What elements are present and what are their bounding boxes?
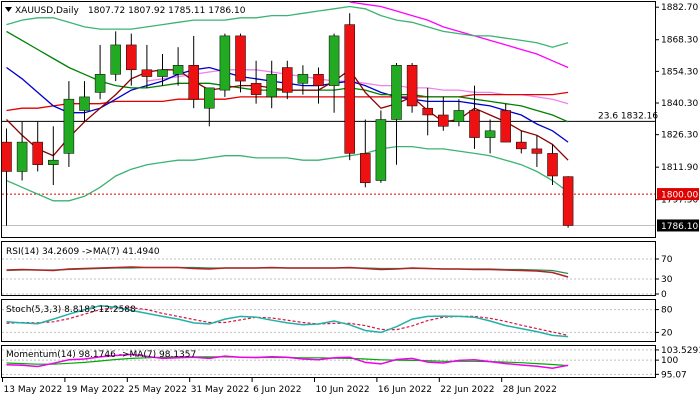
indicator-tick-label: 80 — [661, 306, 673, 316]
candle-body — [313, 74, 324, 86]
indicator-tick-label: 100 — [661, 356, 678, 366]
rsi-header-label: RSI(14) 34.2609 ->MA(7) 41.4940 — [6, 247, 160, 257]
candle-body — [172, 65, 184, 75]
candle-body — [79, 96, 90, 111]
candle-body — [282, 67, 293, 93]
rsi-panel: 70 30 0 — [2, 255, 673, 300]
candle-body — [266, 74, 277, 98]
indicator-tick-label: 0 — [661, 290, 667, 300]
x-tick-label: 31 May 2022 — [191, 385, 250, 395]
current-price-tag — [657, 219, 699, 232]
price-tick-label: 1868.30 — [661, 36, 698, 46]
ohlc-readout: 1807.72 1807.92 1785.11 1786.10 — [88, 6, 246, 16]
candle-body — [94, 74, 106, 93]
candle-body — [63, 98, 75, 154]
candle-body — [438, 114, 449, 127]
x-tick-label: 16 Jun 2022 — [378, 385, 432, 395]
x-axis: 13 May 2022 19 May 2022 25 May 2022 31 May … — [2, 378, 557, 395]
candle-body — [32, 141, 43, 165]
marker-price-tag — [657, 188, 699, 201]
candle-body — [48, 159, 59, 165]
candle-body — [297, 74, 309, 84]
candle-body — [141, 69, 153, 77]
indicator-tick-label: 30 — [661, 275, 673, 285]
momentum-panel-frame — [1, 345, 656, 378]
candle-body — [328, 35, 340, 86]
stoch-k-line — [6, 305, 569, 338]
price-tick-label: 1882.70 — [661, 3, 698, 13]
candle-body — [531, 148, 543, 154]
x-tick-label: 28 Jun 2022 — [503, 385, 557, 395]
overlay-line — [6, 145, 569, 202]
rsi-line — [6, 266, 569, 278]
indicator-tick-label: 95.07 — [661, 370, 687, 380]
candle-body — [344, 24, 355, 154]
x-tick-label: 13 May 2022 — [4, 385, 63, 395]
candle-body — [422, 107, 433, 116]
candle-body — [516, 141, 527, 150]
candle-body — [110, 44, 121, 75]
candle-body — [219, 35, 231, 91]
candle-body — [360, 153, 371, 184]
overlay-line — [6, 5, 569, 48]
price-tick-label: 1811.90 — [661, 163, 698, 173]
price-tick-label: 1797.50 — [661, 196, 698, 206]
price-tick-label: 1854.30 — [661, 67, 698, 77]
indicator-tick-label: 70 — [661, 255, 673, 265]
candle-body — [500, 110, 511, 143]
candle-body — [126, 44, 137, 71]
candle-body — [250, 83, 262, 95]
momentum-line — [6, 353, 569, 369]
marker-price-label: 1800.00 — [661, 191, 698, 201]
x-tick-label: 22 Jun 2022 — [440, 385, 494, 395]
symbol-label: XAUUSD,Daily — [15, 6, 79, 16]
candle-body — [406, 65, 418, 107]
fib-level-label: 23.6 1832.16 — [598, 111, 658, 121]
candle-body — [1, 141, 12, 172]
price-tick-label: 1826.30 — [661, 131, 698, 141]
indicator-tick-label: 103.5291 — [661, 346, 700, 356]
candle-body — [375, 119, 387, 181]
candle-body — [204, 87, 215, 109]
stoch-panel: 80 20 — [2, 305, 673, 338]
dropdown-triangle-icon[interactable] — [5, 7, 12, 12]
candle-body — [391, 65, 402, 120]
stoch-header-label: Stoch(5,3,3) 8.8183 12.2588 — [6, 305, 136, 315]
x-tick-label: 10 Jun 2022 — [316, 385, 370, 395]
x-tick-label: 19 May 2022 — [66, 385, 125, 395]
current-price-label: 1786.10 — [661, 222, 698, 232]
x-tick-label: 25 May 2022 — [128, 385, 187, 395]
candle-body — [484, 130, 496, 138]
x-tick-label: 6 Jun 2022 — [253, 385, 301, 395]
candle-body — [469, 110, 480, 138]
candle-body — [453, 110, 465, 123]
candle-body — [562, 176, 574, 226]
price-panel: 1882.70 1868.30 1854.30 1840.30 1826.30 1811.… — [1, 1, 699, 232]
candle-body — [547, 153, 558, 177]
candle-body — [16, 141, 28, 172]
overlay-line — [349, 1, 569, 69]
momentum-header-label: Momentum(14) 98.1746 ->MA(7) 98.1357 — [6, 350, 196, 360]
candle-body — [188, 65, 199, 100]
price-panel-frame — [1, 1, 656, 238]
price-tick-label: 1840.30 — [661, 99, 698, 109]
candle-body — [235, 35, 246, 82]
stoch-d-line — [6, 307, 569, 336]
indicator-tick-label: 20 — [661, 328, 673, 338]
candle-body — [157, 69, 168, 77]
